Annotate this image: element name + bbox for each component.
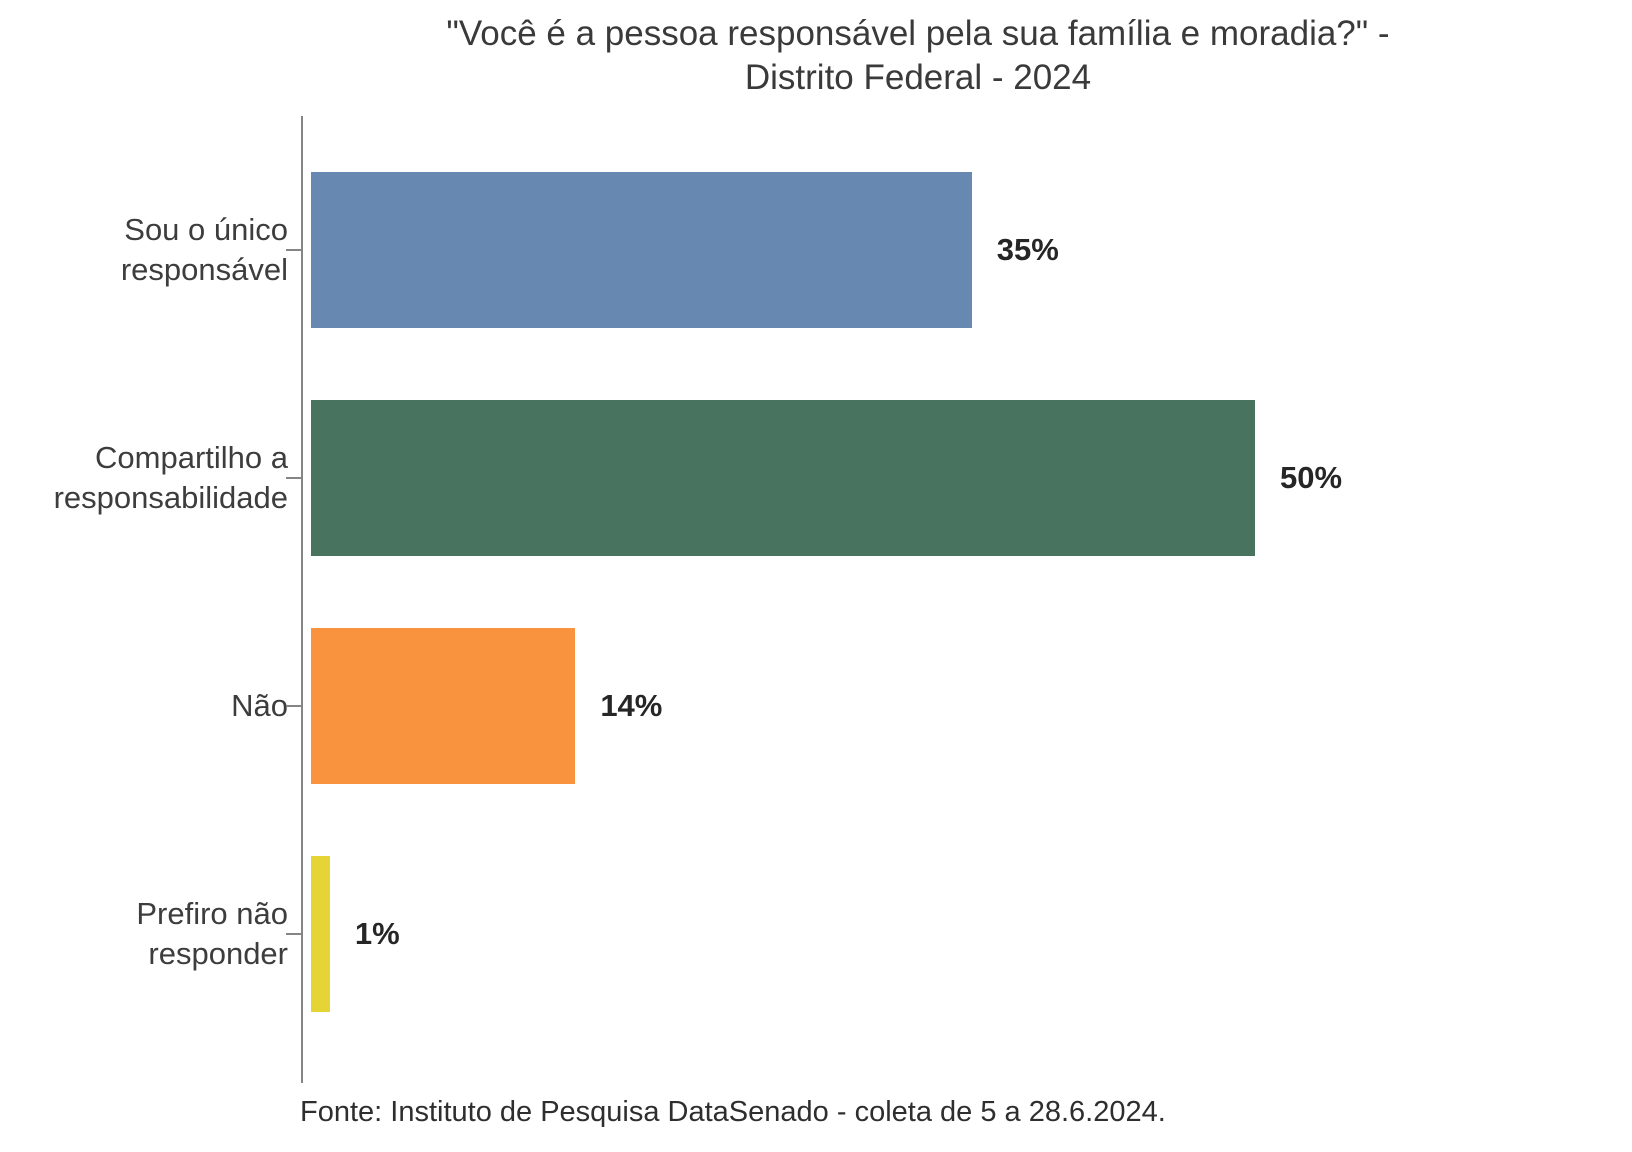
bar-compartilho [311, 400, 1255, 556]
axis-tick [286, 477, 302, 479]
bar-row-prefiro-nao-responder: Prefiro não responder 1% [0, 856, 1632, 1012]
category-label-prefiro-nao-responder: Prefiro não responder [136, 896, 288, 971]
axis-tick [286, 249, 302, 251]
y-axis-line [301, 116, 303, 1083]
bar-prefiro-nao-responder [311, 856, 330, 1012]
bar-row-compartilho: Compartilho a responsabilidade 50% [0, 400, 1632, 556]
source-caption: Fonte: Instituto de Pesquisa DataSenado … [300, 1096, 1166, 1128]
category-label-compartilho: Compartilho a responsabilidade [53, 440, 288, 515]
chart-title: "Você é a pessoa responsável pela sua fa… [446, 14, 1390, 97]
bar-row-nao: Não 14% [0, 628, 1632, 784]
value-label-sou-o-unico: 35% [996, 232, 1059, 267]
bar-nao [311, 628, 576, 784]
value-label-compartilho: 50% [1280, 460, 1343, 495]
category-label-nao: Não [231, 688, 288, 723]
bar-row-sou-o-unico: Sou o único responsável 35% [0, 172, 1632, 328]
value-label-nao: 14% [600, 688, 663, 723]
category-label-sou-o-unico: Sou o único responsável [120, 212, 288, 287]
axis-tick [286, 705, 302, 707]
axis-tick [286, 933, 302, 935]
value-label-prefiro-nao-responder: 1% [354, 916, 400, 951]
bar-sou-o-unico [311, 172, 972, 328]
